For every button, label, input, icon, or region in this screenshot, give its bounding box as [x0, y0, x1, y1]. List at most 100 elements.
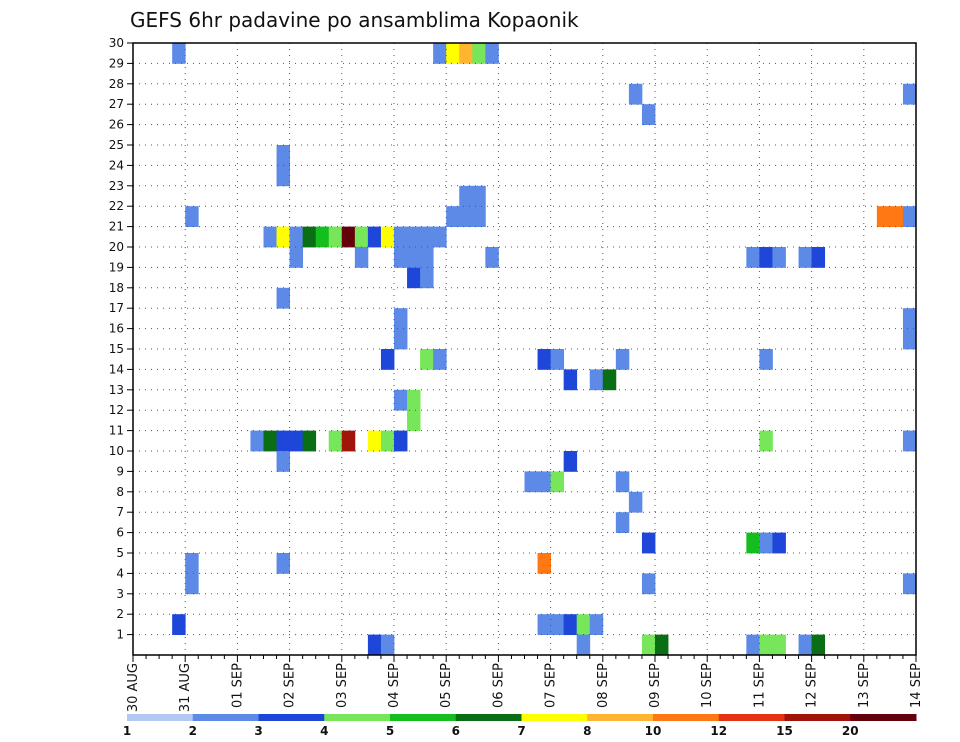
heat-cell	[433, 349, 447, 370]
x-tick-label: 12 SEP	[805, 663, 820, 708]
x-tick-label: 06 SEP	[491, 663, 506, 708]
heat-cell	[367, 430, 382, 452]
grid-layer	[133, 43, 916, 655]
heat-cell	[185, 206, 199, 227]
heat-cell	[563, 451, 578, 472]
heat-cell	[655, 634, 669, 656]
y-tick-label: 10	[109, 444, 124, 458]
heat-cell	[459, 185, 473, 207]
heat-cell	[902, 308, 917, 329]
heat-cell	[276, 165, 290, 187]
heat-cell	[615, 349, 630, 370]
heat-cell	[328, 226, 343, 248]
heat-cell	[367, 634, 382, 656]
heat-cell	[341, 430, 356, 452]
heat-cell	[759, 247, 773, 268]
heat-cell	[537, 553, 551, 574]
heat-cell	[185, 573, 199, 595]
heat-cell	[759, 634, 773, 656]
colorbar-segment	[324, 714, 391, 721]
heat-cell	[276, 553, 290, 574]
heat-cell	[641, 532, 656, 554]
heat-cell	[472, 43, 486, 64]
y-tick-label: 12	[109, 403, 124, 417]
heat-cell	[394, 389, 408, 411]
y-tick-label: 22	[109, 199, 124, 213]
heat-cell	[354, 247, 369, 268]
colorbar-label: 10	[645, 724, 662, 738]
heat-cell	[302, 430, 317, 452]
heat-cell	[263, 430, 277, 452]
heat-cell	[772, 634, 786, 656]
heat-cell	[589, 369, 604, 391]
heat-cell	[902, 430, 917, 452]
x-tick-label: 09 SEP	[648, 663, 663, 708]
heat-cell	[876, 206, 891, 227]
colorbar-label: 3	[254, 724, 262, 738]
colorbar-label: 4	[320, 724, 328, 738]
heat-cell	[328, 430, 343, 452]
heat-cell	[811, 634, 826, 656]
heat-cell	[759, 349, 773, 370]
heat-cell	[433, 43, 447, 64]
heat-cell	[407, 267, 421, 289]
x-tick-label: 30 AUG	[126, 663, 141, 712]
heat-cell	[380, 634, 395, 656]
heat-cell	[394, 226, 408, 248]
heat-cell	[772, 247, 786, 268]
heat-cell	[472, 206, 486, 227]
x-tick-label: 10 SEP	[700, 663, 715, 708]
chart-title: GEFS 6hr padavine po ansamblima Kopaonik	[130, 8, 579, 32]
heat-cell	[550, 471, 565, 493]
heat-cell	[563, 369, 578, 391]
x-tick-label: 02 SEP	[283, 663, 298, 708]
y-tick-label: 26	[109, 118, 124, 132]
heat-cell	[472, 185, 486, 207]
heat-cell	[394, 328, 408, 350]
heat-cell	[446, 43, 460, 64]
cells-layer	[172, 43, 917, 656]
y-tick-label: 1	[116, 628, 124, 642]
heat-cell	[250, 430, 264, 452]
heat-cell	[641, 104, 656, 125]
heat-cell	[746, 247, 760, 268]
heat-cell	[276, 287, 290, 309]
x-tick-label: 14 SEP	[909, 663, 924, 708]
heat-cell	[550, 614, 565, 635]
heat-cell	[641, 573, 656, 595]
heat-cell	[407, 226, 421, 248]
heat-cell	[354, 226, 369, 248]
y-tick-label: 28	[109, 77, 124, 91]
heat-cell	[485, 247, 499, 268]
heat-cell	[420, 349, 434, 370]
heat-cell	[276, 226, 290, 248]
y-tick-label: 7	[116, 505, 124, 519]
y-tick-label: 19	[109, 260, 124, 274]
y-tick-label: 18	[109, 281, 124, 295]
colorbar-label: 6	[452, 724, 460, 738]
colorbar-segment	[521, 714, 588, 721]
heat-cell	[446, 206, 460, 227]
colorbar-segment	[192, 714, 259, 721]
heat-cell	[289, 226, 304, 248]
heat-cell	[902, 206, 917, 227]
heat-cell	[289, 430, 304, 452]
y-tick-label: 25	[109, 138, 124, 152]
heat-cell	[759, 430, 773, 452]
heat-cell	[902, 328, 917, 350]
y-tick-label: 4	[116, 566, 124, 580]
x-tick-label: 03 SEP	[335, 663, 350, 708]
x-tick-label: 07 SEP	[544, 663, 559, 708]
y-tick-label: 14	[109, 362, 124, 376]
heat-cell	[589, 614, 604, 635]
y-tick-label: 15	[109, 342, 124, 356]
heat-cell	[746, 532, 760, 554]
heat-cell	[289, 247, 304, 268]
heat-cell	[524, 471, 538, 493]
y-tick-label: 30	[109, 36, 124, 50]
colorbar-segment	[653, 714, 720, 721]
colorbar-label: 7	[517, 724, 525, 738]
heat-cell	[746, 634, 760, 656]
y-tick-label: 3	[116, 587, 124, 601]
